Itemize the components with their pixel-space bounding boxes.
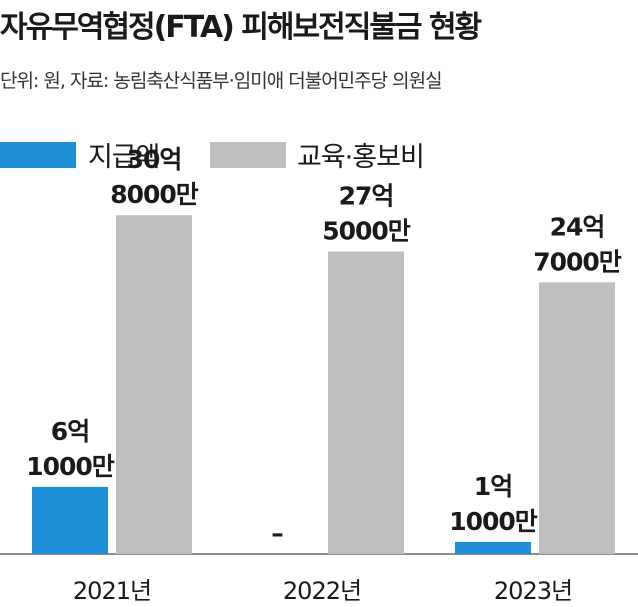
bar-education-2021년 xyxy=(116,215,192,554)
legend-swatch-payment xyxy=(0,142,76,168)
data-label-payment-2023년-line0: 1억 xyxy=(474,472,512,501)
bar-education-2023년 xyxy=(539,282,615,554)
data-label-education-2022년-line1: 5000만 xyxy=(322,217,411,246)
data-label-payment-2022년: – xyxy=(271,519,283,548)
data-label-education-2023년-line1: 7000만 xyxy=(533,247,622,276)
chart-subtitle: 단위: 원, 자료: 농림축산식품부·임미애 더불어민주당 의원실 xyxy=(0,70,443,92)
data-label-payment-2021년-line0: 6억 xyxy=(51,417,89,446)
data-label-education-2021년-line1: 8000만 xyxy=(110,180,199,209)
x-tick-label-2022년: 2022년 xyxy=(283,577,361,605)
x-tick-label-2021년: 2021년 xyxy=(73,577,151,605)
bar-payment-2023년 xyxy=(455,541,531,554)
x-tick-label-2023년: 2023년 xyxy=(494,577,572,605)
data-label-payment-2021년-line1: 1000만 xyxy=(26,452,115,481)
data-label-education-2023년-line0: 24억 xyxy=(550,212,605,241)
data-label-education-2022년-line0: 27억 xyxy=(339,182,394,211)
bar-education-2022년 xyxy=(328,251,404,554)
legend-label-payment: 지급액 xyxy=(88,142,160,173)
legend-label-education: 교육·홍보비 xyxy=(297,142,424,173)
data-label-education-2021년-line0: 30억 xyxy=(127,145,182,174)
bar-payment-2021년 xyxy=(32,486,108,554)
chart-title: 자유무역협정(FTA) 피해보전직불금 현황 xyxy=(0,10,482,45)
data-label-payment-2023년-line1: 1000만 xyxy=(449,507,538,536)
legend-swatch-education xyxy=(210,142,286,168)
